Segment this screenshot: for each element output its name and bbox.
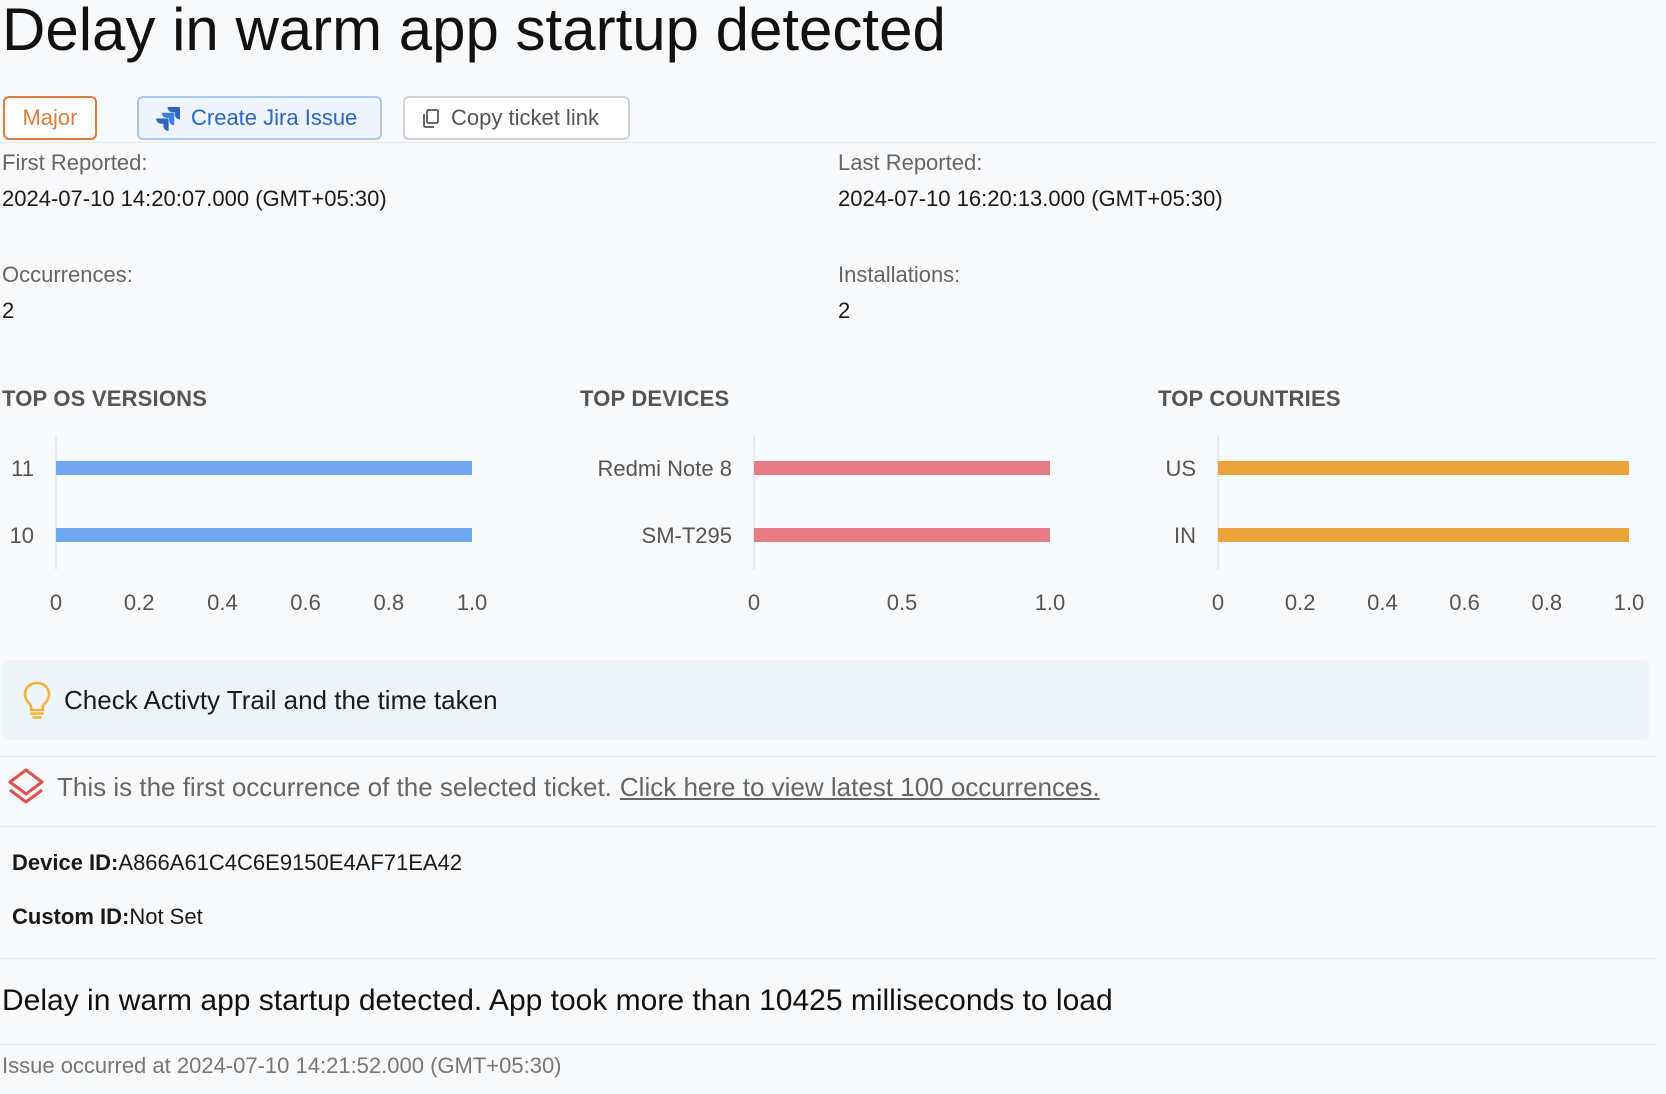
bar[interactable] [56, 461, 472, 475]
bar[interactable] [1218, 528, 1629, 542]
device-id-row: Device ID:A866A61C4C6E9150E4AF71EA42 [12, 850, 462, 876]
tick-label: 0.2 [1285, 590, 1316, 615]
category-label: US [1165, 456, 1196, 481]
device-id-label: Device ID: [12, 850, 119, 875]
tick-label: 0 [1212, 590, 1224, 615]
tick-label: 0.2 [124, 590, 155, 615]
jira-icon [156, 107, 180, 131]
severity-badge[interactable]: Major [3, 96, 97, 140]
category-label: Redmi Note 8 [597, 456, 732, 481]
custom-id-label: Custom ID: [12, 904, 130, 929]
tick-label: 0.8 [374, 590, 405, 615]
create-jira-issue-label: Create Jira Issue [191, 105, 358, 130]
tip-text: Check Activty Trail and the time taken [64, 684, 498, 715]
first-reported-value: 2024-07-10 14:20:07.000 (GMT+05:30) [2, 186, 387, 211]
tick-label: 0.6 [1449, 590, 1480, 615]
tick-label: 0.4 [207, 590, 238, 615]
copy-ticket-link-button[interactable]: Copy ticket link [403, 96, 630, 140]
occurrences-label: Occurrences: [2, 262, 133, 287]
bar[interactable] [754, 528, 1050, 542]
bar[interactable] [56, 528, 472, 542]
create-jira-issue-button[interactable]: Create Jira Issue [137, 96, 382, 140]
last-reported-value: 2024-07-10 16:20:13.000 (GMT+05:30) [838, 186, 1223, 211]
installations-label: Installations: [838, 262, 961, 287]
bar[interactable] [754, 461, 1050, 475]
os-versions-chart: 11 10 0 0.2 0.4 0.6 0.8 1.0 [10, 435, 488, 615]
tick-label: 0.5 [887, 590, 918, 615]
copy-icon [423, 109, 439, 128]
countries-chart: US IN 0 0.2 0.4 0.6 0.8 1.0 [1165, 435, 1645, 615]
chart-title-os-versions: TOP OS VERSIONS [2, 386, 208, 411]
severity-label: Major [22, 105, 78, 130]
divider [0, 958, 1656, 959]
bar[interactable] [1218, 461, 1629, 475]
category-label: 11 [11, 456, 34, 481]
chart-title-countries: TOP COUNTRIES [1158, 386, 1341, 411]
layers-icon [8, 768, 44, 804]
chart-title-devices: TOP DEVICES [580, 386, 730, 411]
occurrence-notice-text: This is the first occurrence of the sele… [57, 771, 612, 802]
device-id-value: A866A61C4C6E9150E4AF71EA42 [118, 850, 463, 875]
issue-occurred-at: Issue occurred at 2024-07-10 14:21:52.00… [2, 1053, 562, 1078]
custom-id-value: Not Set [129, 904, 203, 929]
divider [0, 756, 1656, 757]
devices-chart: Redmi Note 8 SM-T295 0 0.5 1.0 [597, 435, 1066, 615]
issue-description: Delay in warm app startup detected. App … [2, 984, 1113, 1017]
tick-label: 0.4 [1367, 590, 1398, 615]
last-reported-label: Last Reported: [838, 150, 983, 175]
category-label: IN [1174, 523, 1196, 548]
installations-value: 2 [838, 298, 851, 323]
divider [0, 142, 1656, 143]
custom-id-row: Custom ID:Not Set [12, 904, 203, 930]
category-label: 10 [10, 523, 34, 548]
tick-label: 1.0 [1614, 590, 1645, 615]
tip-banner: Check Activty Trail and the time taken [2, 660, 1650, 740]
first-reported-label: First Reported: [2, 150, 148, 175]
tick-label: 0 [50, 590, 62, 615]
divider [0, 826, 1656, 827]
occurrences-value: 2 [2, 298, 15, 323]
page-title: Delay in warm app startup detected [2, 0, 946, 63]
category-label: SM-T295 [642, 523, 732, 548]
copy-ticket-link-label: Copy ticket link [451, 105, 599, 130]
tick-label: 0.6 [290, 590, 321, 615]
tick-label: 1.0 [1035, 590, 1066, 615]
lightbulb-icon [23, 681, 51, 719]
divider [0, 1044, 1656, 1045]
tick-label: 0.8 [1532, 590, 1563, 615]
occurrence-notice: This is the first occurrence of the sele… [0, 762, 1656, 812]
tick-label: 1.0 [457, 590, 488, 615]
tick-label: 0 [748, 590, 760, 615]
view-latest-occurrences-link[interactable]: Click here to view latest 100 occurrence… [619, 771, 1100, 802]
